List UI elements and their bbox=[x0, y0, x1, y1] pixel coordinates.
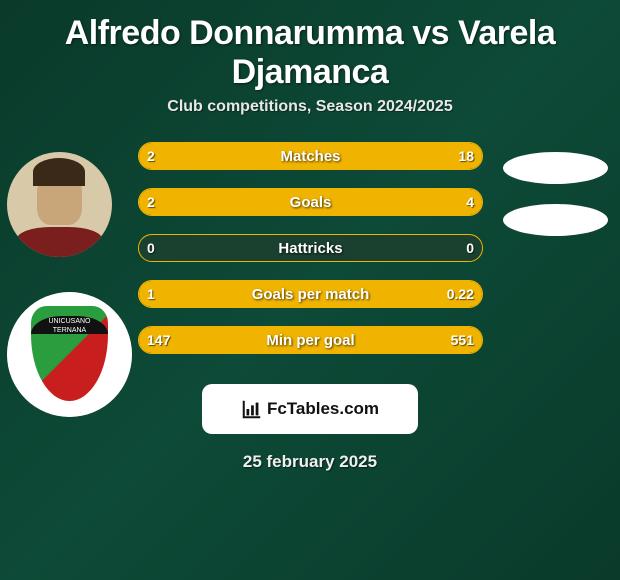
player-left-club-badge: UNICUSANO TERNANA bbox=[7, 292, 132, 417]
stat-bar: 00Hattricks bbox=[138, 234, 483, 262]
avatar-shirt bbox=[17, 227, 102, 257]
brand-text: FcTables.com bbox=[267, 399, 379, 419]
date-text: 25 february 2025 bbox=[0, 452, 620, 472]
subtitle: Club competitions, Season 2024/2025 bbox=[0, 98, 620, 116]
brand-pill[interactable]: FcTables.com bbox=[202, 384, 418, 434]
player-right-club-badge bbox=[503, 204, 608, 236]
brand-chart-icon bbox=[241, 398, 263, 420]
stat-label: Min per goal bbox=[139, 327, 482, 353]
player-right-avatar bbox=[503, 152, 608, 184]
stat-label: Hattricks bbox=[139, 235, 482, 261]
comparison-panel: UNICUSANO TERNANA 218Matches24Goals00Hat… bbox=[0, 142, 620, 354]
stat-bar: 147551Min per goal bbox=[138, 326, 483, 354]
stat-label: Matches bbox=[139, 143, 482, 169]
stat-bars: 218Matches 24Goals 00Hattricks 10.22Goals p… bbox=[138, 142, 483, 354]
stat-label: Goals per match bbox=[139, 281, 482, 307]
page-title: Alfredo Donnarumma vs Varela Djamanca bbox=[0, 0, 620, 98]
stat-bar: 10.22Goals per match bbox=[138, 280, 483, 308]
player-left-avatar bbox=[7, 152, 112, 257]
stat-bar: 24Goals bbox=[138, 188, 483, 216]
stat-bar: 218Matches bbox=[138, 142, 483, 170]
avatar-hair bbox=[33, 158, 85, 186]
stat-label: Goals bbox=[139, 189, 482, 215]
